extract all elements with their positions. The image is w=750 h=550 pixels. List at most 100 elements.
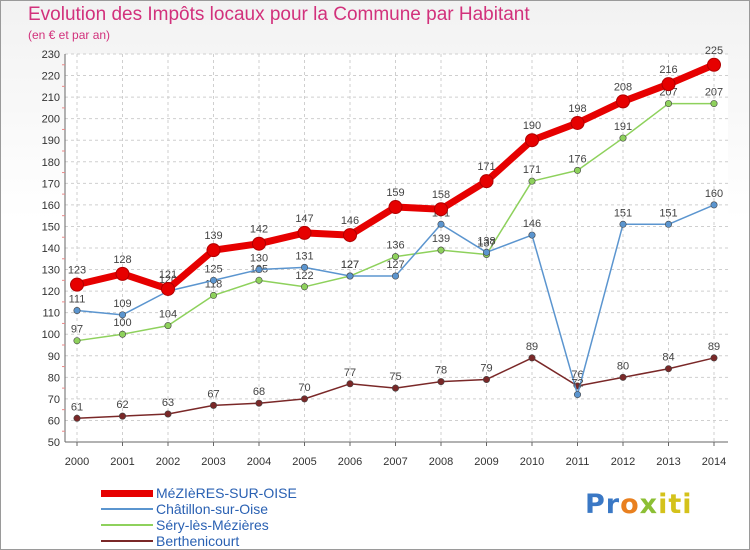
x-tick-label: 2009 xyxy=(474,456,498,468)
page-subtitle: (en € et par an) xyxy=(28,28,111,42)
data-label: 70 xyxy=(298,382,310,394)
page-title: Evolution des Impôts locaux pour la Comm… xyxy=(28,4,530,25)
y-tick-label: 70 xyxy=(48,394,60,406)
data-point xyxy=(391,272,399,280)
legend-label: Châtillon-sur-Oise xyxy=(156,501,269,517)
data-point xyxy=(119,311,127,319)
data-point xyxy=(482,375,490,383)
y-tick-label: 140 xyxy=(42,243,60,255)
x-tick-label: 2007 xyxy=(383,456,407,468)
legend-label: Berthenicourt xyxy=(156,533,240,549)
data-point xyxy=(119,330,127,338)
data-point xyxy=(710,100,718,108)
data-label: 160 xyxy=(705,188,723,200)
data-point xyxy=(164,322,172,330)
y-tick-label: 110 xyxy=(42,308,60,320)
x-tick-label: 2013 xyxy=(656,456,680,468)
data-point xyxy=(391,253,399,261)
data-label: 139 xyxy=(204,230,222,242)
data-label: 100 xyxy=(113,317,131,329)
data-point xyxy=(707,57,721,72)
data-point xyxy=(115,266,130,281)
data-label: 125 xyxy=(204,263,222,275)
y-tick-label: 230 xyxy=(42,49,60,61)
data-point xyxy=(525,133,539,148)
data-point xyxy=(210,401,218,409)
data-point xyxy=(164,410,172,418)
data-label: 208 xyxy=(614,81,632,93)
y-tick-label: 130 xyxy=(42,265,60,277)
y-tick-label: 50 xyxy=(48,437,60,449)
data-label: 151 xyxy=(659,207,677,219)
data-point xyxy=(661,77,676,92)
data-point xyxy=(300,263,308,271)
x-tick-label: 2011 xyxy=(566,456,590,468)
data-label: 89 xyxy=(708,341,720,353)
y-tick-label: 160 xyxy=(42,200,60,212)
data-label: 207 xyxy=(705,87,723,99)
data-point xyxy=(300,283,308,291)
data-point xyxy=(664,365,672,373)
data-point xyxy=(573,391,581,399)
x-tick-label: 2002 xyxy=(156,456,180,468)
data-point xyxy=(391,384,399,392)
data-label: 138 xyxy=(477,235,495,247)
x-tick-label: 2014 xyxy=(702,456,726,468)
data-label: 171 xyxy=(523,164,541,176)
data-point xyxy=(206,243,221,258)
data-point xyxy=(210,291,218,299)
data-point xyxy=(73,337,81,345)
data-point xyxy=(664,220,672,228)
data-label: 75 xyxy=(389,371,401,383)
data-point xyxy=(388,200,403,215)
data-point xyxy=(255,276,263,284)
data-point xyxy=(482,248,490,256)
data-label: 123 xyxy=(68,265,86,277)
data-point xyxy=(619,134,627,142)
data-point xyxy=(70,277,84,292)
data-label: 72 xyxy=(571,378,583,390)
data-label: 127 xyxy=(386,259,404,271)
data-label: 128 xyxy=(113,254,131,266)
data-label: 136 xyxy=(386,240,404,252)
logo-part-1: Pr xyxy=(585,489,621,520)
logo-part-4: iti xyxy=(658,489,693,520)
data-label: 147 xyxy=(295,213,313,225)
data-point xyxy=(297,225,312,240)
data-label: 79 xyxy=(480,362,492,374)
data-label: 131 xyxy=(295,250,313,262)
data-label: 146 xyxy=(523,218,541,230)
data-point xyxy=(616,94,630,109)
data-label: 80 xyxy=(617,360,629,372)
data-point xyxy=(210,276,218,284)
x-tick-label: 2003 xyxy=(201,456,225,468)
x-tick-label: 2006 xyxy=(338,456,362,468)
data-label: 104 xyxy=(159,309,177,321)
y-tick-label: 190 xyxy=(42,135,60,147)
data-point xyxy=(479,174,494,189)
data-label: 78 xyxy=(435,365,447,377)
y-tick-label: 80 xyxy=(48,372,60,384)
legend-swatch xyxy=(101,508,153,510)
legend-label: Séry-lès-Mézières xyxy=(156,517,269,533)
data-point xyxy=(343,228,357,243)
data-label: 142 xyxy=(250,224,268,236)
data-point xyxy=(570,115,585,130)
y-tick-label: 200 xyxy=(42,114,60,126)
data-label: 63 xyxy=(162,397,174,409)
data-label: 68 xyxy=(253,386,265,398)
data-point xyxy=(528,354,536,362)
data-label: 139 xyxy=(432,233,450,245)
data-label: 159 xyxy=(386,187,404,199)
data-point xyxy=(434,202,448,217)
x-tick-label: 2004 xyxy=(247,456,271,468)
data-label: 61 xyxy=(71,401,83,413)
data-label: 62 xyxy=(116,399,128,411)
data-label: 77 xyxy=(344,367,356,379)
data-label: 76 xyxy=(571,369,583,381)
data-label: 176 xyxy=(568,153,586,165)
data-label: 121 xyxy=(159,269,177,281)
data-label: 130 xyxy=(250,253,268,265)
data-label: 122 xyxy=(295,270,313,282)
x-tick-label: 2001 xyxy=(110,456,134,468)
